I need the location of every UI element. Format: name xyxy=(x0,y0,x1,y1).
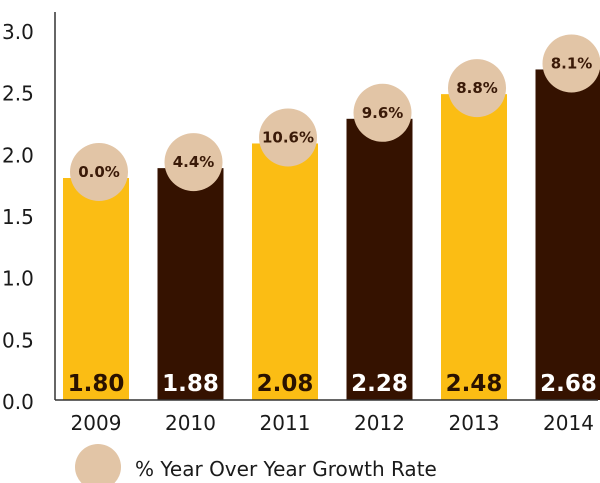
value-label-2012: 2.28 xyxy=(351,371,408,397)
y-tick-label: 0.5 xyxy=(2,328,34,352)
bar-2012 xyxy=(346,118,413,401)
value-label-2009: 1.80 xyxy=(68,371,125,397)
value-label-2010: 1.88 xyxy=(162,371,219,397)
y-axis: 0.0 0.5 1.0 1.5 2.0 2.5 3.0 xyxy=(2,12,56,414)
bars: 1.80 1.88 2.08 2.28 2.48 2.68 xyxy=(63,69,600,401)
growth-bubble-2011 xyxy=(259,108,317,167)
y-tick-label: 2.5 xyxy=(2,82,34,106)
growth-label-2013: 8.8% xyxy=(456,79,498,97)
growth-label-2010: 4.4% xyxy=(173,153,215,171)
x-tick-label-2014: 2014 xyxy=(543,411,594,435)
bar-2009 xyxy=(63,178,129,400)
value-label-2014: 2.68 xyxy=(540,371,597,397)
bar-2010 xyxy=(157,168,224,400)
bar-2014 xyxy=(535,69,600,400)
x-tick-label-2012: 2012 xyxy=(354,411,405,435)
y-tick-label: 1.0 xyxy=(2,267,34,291)
value-label-2013: 2.48 xyxy=(446,371,503,397)
growth-bubble-2014 xyxy=(542,34,600,93)
bar-2013 xyxy=(441,94,507,400)
y-tick-label: 1.5 xyxy=(2,205,34,229)
x-tick-label-2009: 2009 xyxy=(71,411,122,435)
x-axis: 2009 2010 2011 2012 2013 2014 xyxy=(55,399,598,435)
x-tick-label-2013: 2013 xyxy=(449,411,500,435)
growth-bubble-2010 xyxy=(164,133,223,192)
y-tick-label: 3.0 xyxy=(2,20,34,44)
growth-bubbles: 0.0% 4.4% 10.6% 9.6% 8.8% 8.1% xyxy=(70,34,600,201)
growth-bubble-2012 xyxy=(353,83,412,142)
value-label-2011: 2.08 xyxy=(257,371,314,397)
x-tick-label-2011: 2011 xyxy=(260,411,311,435)
legend-bubble-icon xyxy=(75,444,121,483)
x-tick-label-2010: 2010 xyxy=(165,411,216,435)
y-tick-label: 0.0 xyxy=(2,390,34,414)
growth-bubble-2009 xyxy=(70,143,128,201)
growth-label-2009: 0.0% xyxy=(78,163,120,181)
growth-label-2011: 10.6% xyxy=(262,128,314,146)
y-tick-label: 2.0 xyxy=(2,143,34,167)
bar-2011 xyxy=(252,143,318,400)
legend: % Year Over Year Growth Rate xyxy=(75,444,437,483)
growth-label-2014: 8.1% xyxy=(551,54,593,72)
growth-label-2012: 9.6% xyxy=(362,104,404,122)
growth-bubble-2013 xyxy=(448,59,506,118)
legend-label: % Year Over Year Growth Rate xyxy=(135,457,437,481)
